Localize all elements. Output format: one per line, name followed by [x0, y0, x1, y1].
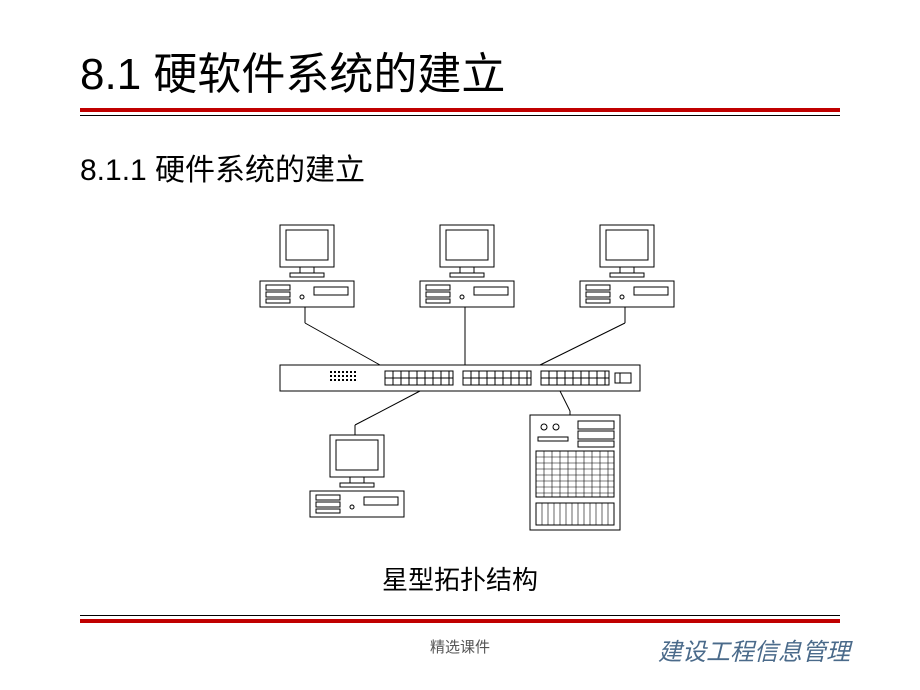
section-subtitle: 8.1.1 硬件系统的建立: [80, 145, 365, 189]
title-divider-red: [80, 108, 840, 112]
footer-divider-red: [80, 619, 840, 623]
footer-right-text: 建设工程信息管理: [658, 632, 850, 667]
server-icon: [530, 415, 620, 530]
footer-divider-thin: [80, 615, 840, 616]
desktop-icon: [420, 225, 514, 307]
desktop-icon: [260, 225, 354, 307]
star-topology-diagram: [200, 215, 720, 555]
switch-icon: [280, 365, 640, 391]
desktop-icon: [310, 435, 404, 517]
title-divider-thin: [80, 115, 840, 116]
diagram-caption: 星型拓扑结构: [0, 560, 920, 597]
page-title: 8.1 硬软件系统的建立: [80, 38, 505, 102]
desktop-icon: [580, 225, 674, 307]
